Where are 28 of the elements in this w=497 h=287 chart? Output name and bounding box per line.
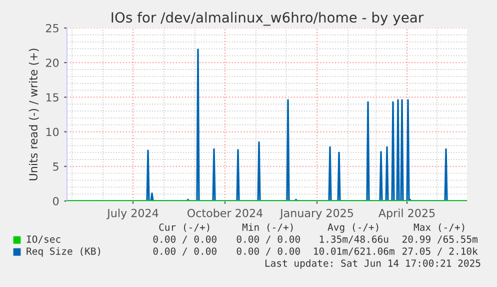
y-tick-label: 20 bbox=[46, 58, 59, 67]
text: 0.00 / 0.00 bbox=[236, 235, 300, 244]
y-tick-label: 0 bbox=[53, 196, 59, 206]
text: 0.00 / 0.00 bbox=[236, 247, 300, 256]
text: 1.35m/48.66u bbox=[320, 235, 388, 244]
text: 10.01m/621.06m bbox=[314, 247, 394, 256]
y-tick-label: 25 bbox=[46, 24, 58, 32]
y-tick-label: 15 bbox=[46, 93, 58, 102]
x-tick-label: October 2024 bbox=[187, 208, 263, 218]
text: 27.05 / 2.10k bbox=[402, 247, 478, 256]
text: Cur (-/+) bbox=[159, 223, 210, 232]
x-tick-label: July 2024 bbox=[106, 208, 158, 220]
chart-title: IOs for /dev/almalinux_w6hro/home - by year bbox=[112, 12, 424, 26]
legend-label: Req Size (KB) bbox=[26, 247, 100, 257]
y-axis-title: Units read (-) / write (+) bbox=[28, 48, 39, 180]
text: 0.00 / 0.00 bbox=[153, 235, 216, 244]
line-series bbox=[146, 48, 448, 201]
text: Avg (-/+) bbox=[328, 223, 378, 233]
text: 20.99 /65.55m bbox=[402, 235, 478, 244]
legend-label: IO/sec bbox=[26, 235, 60, 244]
y-tick-label: 10 bbox=[46, 128, 59, 136]
text: Max (-/+) bbox=[414, 223, 464, 232]
y-tick-label: 5 bbox=[53, 162, 58, 171]
text: Last update: Sat Jun 14 17:00:21 2025 bbox=[265, 259, 480, 269]
x-tick-label: January 2025 bbox=[279, 208, 353, 220]
x-tick-label: April 2025 bbox=[378, 208, 435, 220]
text: Min (-/+) bbox=[242, 223, 293, 232]
text: 0.00 / 0.00 bbox=[153, 247, 216, 256]
